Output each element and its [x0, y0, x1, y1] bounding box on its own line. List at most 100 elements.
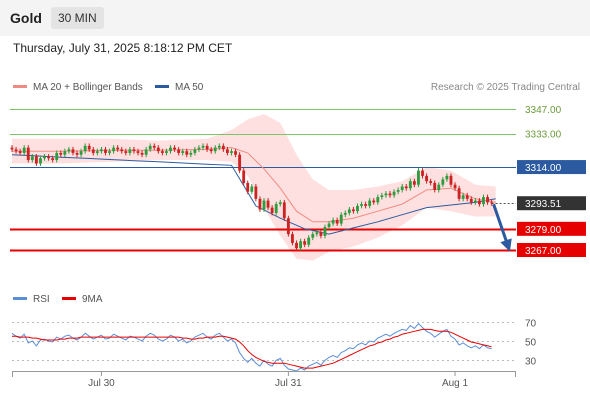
candle-body [79, 151, 83, 155]
candle-body [433, 182, 437, 190]
candle-body [193, 149, 197, 153]
candle-body [169, 147, 172, 152]
candle-body [136, 151, 140, 153]
candle-body [10, 147, 14, 150]
candle-body [392, 191, 396, 196]
candle-body [323, 227, 327, 236]
candle-body [124, 151, 128, 153]
candle-body [71, 149, 75, 153]
candle-body [445, 175, 449, 180]
candle-body [351, 209, 355, 212]
candle-body [140, 152, 144, 155]
forecast-arrow-group [492, 203, 512, 252]
candle-body [75, 152, 79, 155]
ma20-legend-swatch [13, 85, 27, 88]
candle-body [177, 149, 181, 153]
candle-body [356, 205, 359, 212]
candle-body [449, 175, 453, 185]
pivot-price-tag [517, 160, 586, 175]
rsi-legend-swatch [13, 297, 27, 300]
candle-body [331, 220, 335, 224]
resistance-price-label: 3347.00 [525, 105, 562, 116]
candle-body [26, 147, 30, 160]
candle-body [376, 197, 380, 203]
candle-body [282, 202, 286, 219]
candle-body [286, 218, 290, 235]
candle-body [55, 152, 59, 160]
resistance-price-label: 3333.00 [525, 130, 562, 141]
candle-body [425, 175, 429, 182]
ma50-legend-label: MA 50 [175, 82, 204, 93]
candle-body [217, 145, 221, 148]
ma50-legend-swatch [155, 85, 169, 88]
candle-body [189, 152, 193, 155]
candle-body [39, 158, 42, 164]
candle-body [132, 149, 136, 152]
time-axis-label: Aug 1 [442, 378, 469, 389]
candle-body [59, 152, 63, 155]
candle-body [408, 181, 412, 189]
candle-body [185, 151, 189, 155]
candle-body [238, 154, 242, 171]
last-price-label: 3293.51 [525, 199, 562, 210]
candle-body [242, 170, 246, 183]
candle-body [319, 232, 323, 236]
candle-body [83, 145, 87, 152]
candle-body [469, 198, 473, 203]
candle-body [51, 158, 55, 160]
candle-body [299, 241, 303, 249]
support-price-label: 3267.00 [525, 246, 562, 257]
candle-body [108, 151, 111, 153]
candle-body [477, 200, 481, 205]
candle-body [364, 204, 368, 206]
candle-body [307, 237, 311, 245]
candle-body [144, 149, 148, 155]
candle-body [295, 242, 298, 249]
candle-body [104, 149, 107, 153]
ma20-legend-label: MA 20 + Bollinger Bands [33, 82, 143, 93]
candle-body [30, 156, 34, 160]
candle-body [266, 200, 270, 208]
rsi-panel: 70 50 30 [11, 319, 537, 372]
candle-body [148, 145, 152, 150]
candle-body [250, 186, 254, 192]
candle-body [258, 198, 262, 210]
rsi-tick-label: 30 [525, 357, 537, 368]
candle-body [465, 195, 469, 199]
candle-body [165, 151, 168, 153]
rsi-tick-label: 70 [525, 319, 537, 330]
timeframe-button[interactable]: 30 MIN [51, 7, 104, 29]
support-price-tag [517, 243, 586, 257]
candle-body [473, 200, 477, 203]
candle-body [14, 149, 18, 152]
candle-body [457, 188, 461, 199]
candle-body [205, 145, 209, 150]
price-labels: 3347.00 3333.00 3314.00 3279.00 3267.00 3293.… [517, 105, 586, 257]
candles [10, 143, 494, 251]
candle-body [388, 193, 392, 196]
ma50-line [11, 154, 496, 235]
candle-body [246, 182, 250, 192]
candle-body [22, 147, 26, 153]
time-axis-label: Jul 31 [275, 378, 302, 389]
candle-body [347, 209, 351, 213]
candle-body [380, 195, 384, 198]
candle-body [482, 197, 485, 205]
candle-body [95, 151, 99, 153]
support-price-tag [517, 221, 586, 236]
candle-body [225, 149, 229, 153]
candle-body [315, 232, 319, 235]
candle-body [384, 193, 388, 196]
rsi-legend-label: RSI [33, 294, 50, 305]
candle-body [262, 200, 266, 210]
bollinger-band [12, 114, 496, 261]
candle-body [396, 190, 400, 192]
rsi-legend: RSI 9MA [13, 294, 103, 305]
candle-body [486, 197, 489, 203]
candle-body [63, 151, 67, 155]
rsi-ma-legend-label: 9MA [82, 294, 103, 305]
candle-body [441, 179, 445, 185]
candle-body [173, 147, 177, 150]
candle-body [43, 156, 46, 159]
candle-body [437, 184, 441, 190]
